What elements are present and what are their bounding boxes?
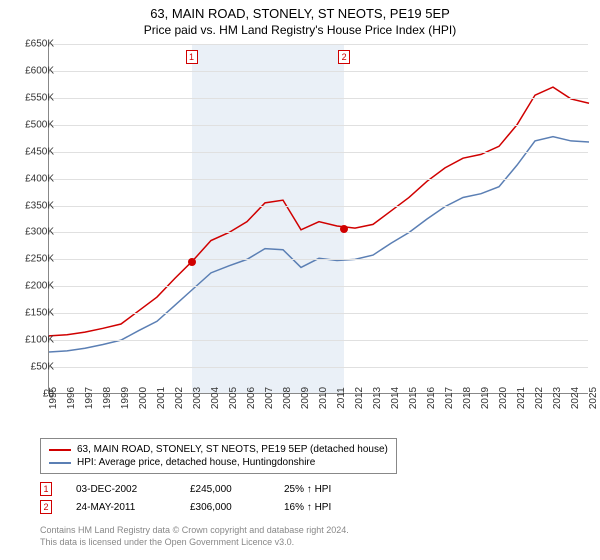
y-tick-label: £250K [25, 254, 54, 265]
y-tick-label: £200K [25, 281, 54, 292]
sale-delta: 16% ↑ HPI [284, 502, 331, 513]
sale-delta: 25% ↑ HPI [284, 484, 331, 495]
x-tick-label: 1996 [66, 387, 77, 409]
plot-area: 12 [48, 44, 588, 394]
chart-subtitle: Price paid vs. HM Land Registry's House … [0, 21, 600, 43]
x-tick-label: 2022 [534, 387, 545, 409]
y-tick-label: £300K [25, 227, 54, 238]
legend-label: 63, MAIN ROAD, STONELY, ST NEOTS, PE19 5… [77, 444, 388, 455]
legend-box: 63, MAIN ROAD, STONELY, ST NEOTS, PE19 5… [40, 438, 397, 474]
x-tick-label: 2017 [444, 387, 455, 409]
x-tick-label: 2005 [228, 387, 239, 409]
x-tick-label: 2023 [552, 387, 563, 409]
y-tick-label: £650K [25, 39, 54, 50]
y-tick-label: £450K [25, 146, 54, 157]
x-tick-label: 2018 [462, 387, 473, 409]
x-tick-label: 2004 [210, 387, 221, 409]
sale-row: 2 24-MAY-2011 £306,000 16% ↑ HPI [40, 498, 331, 516]
x-tick-label: 2021 [516, 387, 527, 409]
legend-item: 63, MAIN ROAD, STONELY, ST NEOTS, PE19 5… [49, 443, 388, 456]
x-tick-label: 2019 [480, 387, 491, 409]
x-tick-label: 2012 [354, 387, 365, 409]
x-tick-label: 2008 [282, 387, 293, 409]
x-tick-label: 1998 [102, 387, 113, 409]
sale-dot [188, 258, 196, 266]
sale-dot [340, 225, 348, 233]
x-tick-label: 2007 [264, 387, 275, 409]
sale-date: 03-DEC-2002 [76, 484, 166, 495]
x-tick-label: 2016 [426, 387, 437, 409]
sale-date: 24-MAY-2011 [76, 502, 166, 513]
sale-marker-box: 1 [186, 50, 198, 64]
x-tick-label: 2010 [318, 387, 329, 409]
sale-row: 1 03-DEC-2002 £245,000 25% ↑ HPI [40, 480, 331, 498]
y-tick-label: £150K [25, 308, 54, 319]
x-tick-label: 2006 [246, 387, 257, 409]
x-tick-label: 2015 [408, 387, 419, 409]
y-tick-label: £50K [31, 362, 54, 373]
x-tick-label: 2025 [588, 387, 599, 409]
sale-marker-box: 2 [338, 50, 350, 64]
x-tick-label: 1997 [84, 387, 95, 409]
x-tick-label: 2000 [138, 387, 149, 409]
x-tick-label: 2009 [300, 387, 311, 409]
x-tick-label: 2014 [390, 387, 401, 409]
sale-marker-icon: 1 [40, 482, 52, 496]
x-tick-label: 2024 [570, 387, 581, 409]
sales-table: 1 03-DEC-2002 £245,000 25% ↑ HPI 2 24-MA… [40, 480, 331, 516]
y-tick-label: £400K [25, 173, 54, 184]
legend-item: HPI: Average price, detached house, Hunt… [49, 456, 388, 469]
x-tick-label: 2001 [156, 387, 167, 409]
footer-licence: This data is licensed under the Open Gov… [40, 537, 294, 547]
y-tick-label: £350K [25, 200, 54, 211]
x-tick-label: 2011 [336, 387, 347, 409]
sale-price: £306,000 [190, 502, 260, 513]
legend-label: HPI: Average price, detached house, Hunt… [77, 457, 315, 468]
x-tick-label: 2020 [498, 387, 509, 409]
x-tick-label: 1995 [48, 387, 59, 409]
y-tick-label: £100K [25, 335, 54, 346]
y-tick-label: £500K [25, 119, 54, 130]
x-tick-label: 2002 [174, 387, 185, 409]
y-tick-label: £600K [25, 65, 54, 76]
x-tick-label: 1999 [120, 387, 131, 409]
legend-swatch [49, 462, 71, 464]
chart-title: 63, MAIN ROAD, STONELY, ST NEOTS, PE19 5… [0, 0, 600, 21]
sale-price: £245,000 [190, 484, 260, 495]
y-tick-label: £550K [25, 92, 54, 103]
sale-marker-icon: 2 [40, 500, 52, 514]
legend-swatch [49, 449, 71, 451]
footer-copyright: Contains HM Land Registry data © Crown c… [40, 525, 349, 535]
chart-container: 63, MAIN ROAD, STONELY, ST NEOTS, PE19 5… [0, 0, 600, 560]
series-line [49, 137, 589, 352]
x-tick-label: 2013 [372, 387, 383, 409]
x-tick-label: 2003 [192, 387, 203, 409]
